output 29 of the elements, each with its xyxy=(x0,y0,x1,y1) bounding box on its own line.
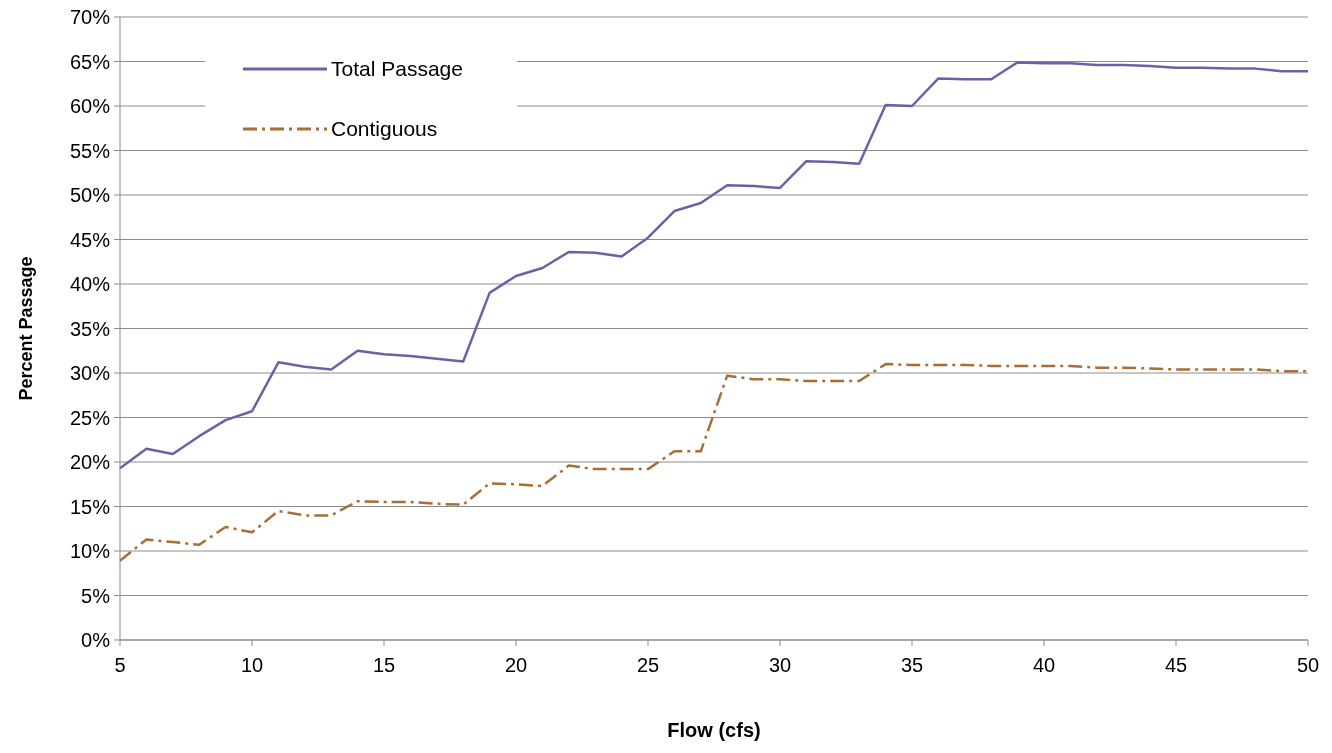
x-tick-label: 15 xyxy=(372,654,396,676)
x-tick-label: 45 xyxy=(1164,654,1188,676)
y-tick-label: 25% xyxy=(69,406,111,429)
y-tick-label: 45% xyxy=(69,228,111,251)
legend-label: Total Passage xyxy=(331,57,463,80)
y-tick-label: 10% xyxy=(69,540,111,562)
x-tick-label: 20 xyxy=(504,654,528,676)
y-tick-label: 65% xyxy=(69,50,111,73)
y-tick-label: 35% xyxy=(69,317,111,340)
y-tick-label: 30% xyxy=(69,362,111,384)
y-tick-label: 55% xyxy=(69,139,111,162)
x-tick-label: 5 xyxy=(114,654,126,676)
y-tick-label: 0% xyxy=(81,629,111,651)
x-tick-label: 25 xyxy=(636,654,660,676)
y-tick-label: 5% xyxy=(81,584,111,607)
x-axis-title: Flow (cfs) xyxy=(667,719,761,741)
x-tick-label: 40 xyxy=(1032,654,1056,676)
y-tick-label: 40% xyxy=(69,273,111,295)
x-tick-label: 30 xyxy=(768,654,792,676)
y-tick-label: 70% xyxy=(69,6,111,28)
y-tick-label: 20% xyxy=(69,451,111,473)
x-tick-label: 10 xyxy=(240,654,264,676)
y-tick-label: 15% xyxy=(69,495,111,518)
x-tick-label: 35 xyxy=(900,654,924,676)
y-axis-title: Percent Passage xyxy=(16,256,36,401)
x-tick-label: 50 xyxy=(1296,654,1320,676)
y-tick-label: 50% xyxy=(69,184,111,206)
y-tick-label: 60% xyxy=(69,95,111,117)
legend-label: Contiguous xyxy=(331,117,438,140)
